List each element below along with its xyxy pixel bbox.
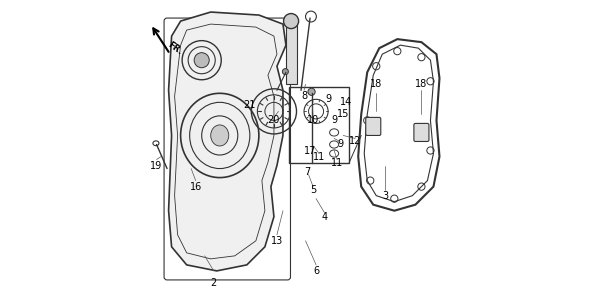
Text: 2: 2 — [211, 278, 217, 288]
Text: 9: 9 — [331, 115, 337, 126]
Text: 18: 18 — [370, 79, 382, 89]
Text: 17: 17 — [304, 145, 316, 156]
Text: 8: 8 — [301, 91, 307, 101]
Polygon shape — [358, 39, 440, 211]
Text: 20: 20 — [268, 115, 280, 126]
Ellipse shape — [194, 53, 209, 68]
Bar — [289, 87, 349, 163]
Text: 11: 11 — [313, 151, 325, 162]
Text: 15: 15 — [337, 109, 349, 119]
FancyBboxPatch shape — [164, 18, 290, 280]
Text: 9: 9 — [325, 94, 331, 104]
Text: 4: 4 — [322, 212, 328, 222]
Text: 9: 9 — [337, 139, 343, 150]
Text: 21: 21 — [244, 100, 256, 110]
Bar — [286, 24, 297, 84]
Text: 16: 16 — [189, 182, 202, 192]
Ellipse shape — [284, 14, 299, 29]
FancyBboxPatch shape — [414, 123, 429, 141]
Text: 7: 7 — [304, 166, 310, 177]
Text: 5: 5 — [310, 185, 316, 195]
Text: 19: 19 — [150, 160, 163, 171]
Text: 18: 18 — [415, 79, 428, 89]
Ellipse shape — [283, 69, 289, 75]
Text: 3: 3 — [382, 191, 388, 201]
FancyBboxPatch shape — [366, 117, 381, 135]
Ellipse shape — [211, 125, 229, 146]
Text: FR.: FR. — [166, 40, 184, 56]
Text: 12: 12 — [349, 136, 362, 147]
Text: 10: 10 — [307, 115, 319, 126]
Ellipse shape — [308, 88, 315, 95]
Text: 11: 11 — [331, 157, 343, 168]
Text: 6: 6 — [313, 266, 319, 276]
Text: 14: 14 — [340, 97, 352, 107]
Text: 13: 13 — [271, 236, 283, 246]
Polygon shape — [169, 12, 286, 271]
